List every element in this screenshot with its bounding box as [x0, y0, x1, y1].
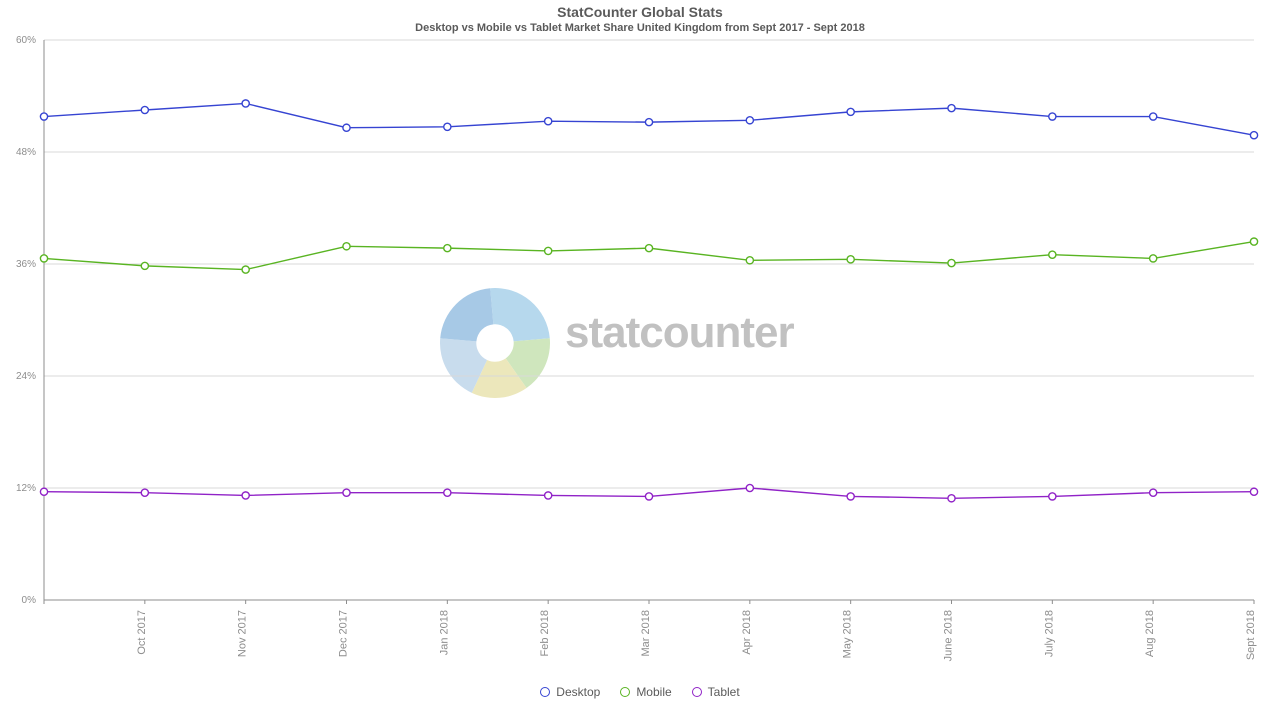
- data-point: [948, 259, 955, 266]
- data-point: [242, 100, 249, 107]
- svg-text:24%: 24%: [16, 371, 36, 382]
- data-point: [1250, 132, 1257, 139]
- chart-subtitle: Desktop vs Mobile vs Tablet Market Share…: [0, 22, 1280, 34]
- svg-text:July 2018: July 2018: [1043, 610, 1055, 657]
- data-point: [343, 243, 350, 250]
- legend-swatch-icon: [692, 687, 702, 697]
- data-point: [242, 266, 249, 273]
- data-point: [1049, 493, 1056, 500]
- data-point: [444, 489, 451, 496]
- line-chart: 0%12%24%36%48%60%Oct 2017Nov 2017Dec 201…: [44, 40, 1254, 600]
- svg-text:Oct 2017: Oct 2017: [136, 610, 148, 655]
- svg-text:Mar 2018: Mar 2018: [640, 610, 652, 656]
- svg-text:Nov 2017: Nov 2017: [237, 610, 249, 657]
- svg-text:May 2018: May 2018: [842, 610, 854, 658]
- svg-text:60%: 60%: [16, 35, 36, 46]
- data-point: [1150, 255, 1157, 262]
- data-point: [40, 113, 47, 120]
- svg-text:Feb 2018: Feb 2018: [539, 610, 551, 656]
- data-point: [645, 245, 652, 252]
- data-point: [545, 118, 552, 125]
- data-point: [1150, 113, 1157, 120]
- data-point: [444, 245, 451, 252]
- data-point: [1049, 251, 1056, 258]
- legend-label: Mobile: [636, 685, 671, 699]
- legend: Desktop Mobile Tablet: [0, 684, 1280, 699]
- svg-text:Aug 2018: Aug 2018: [1144, 610, 1156, 657]
- data-point: [444, 123, 451, 130]
- legend-label: Desktop: [556, 685, 600, 699]
- data-point: [141, 262, 148, 269]
- data-point: [1150, 489, 1157, 496]
- data-point: [746, 117, 753, 124]
- data-point: [847, 256, 854, 263]
- legend-label: Tablet: [708, 685, 740, 699]
- data-point: [847, 108, 854, 115]
- data-point: [645, 493, 652, 500]
- data-point: [847, 493, 854, 500]
- legend-item: Mobile: [620, 684, 671, 699]
- svg-text:0%: 0%: [22, 595, 37, 606]
- chart-title: StatCounter Global Stats: [0, 4, 1280, 20]
- data-point: [40, 255, 47, 262]
- svg-text:June 2018: June 2018: [943, 610, 955, 661]
- data-point: [141, 489, 148, 496]
- svg-text:12%: 12%: [16, 483, 36, 494]
- legend-item: Tablet: [692, 684, 740, 699]
- data-point: [746, 257, 753, 264]
- data-point: [1049, 113, 1056, 120]
- svg-text:48%: 48%: [16, 147, 36, 158]
- svg-text:Apr 2018: Apr 2018: [741, 610, 753, 655]
- data-point: [948, 105, 955, 112]
- legend-item: Desktop: [540, 684, 600, 699]
- data-point: [545, 247, 552, 254]
- svg-text:Sept 2018: Sept 2018: [1245, 610, 1257, 660]
- legend-swatch-icon: [540, 687, 550, 697]
- data-point: [242, 492, 249, 499]
- data-point: [645, 119, 652, 126]
- data-point: [1250, 238, 1257, 245]
- svg-text:Dec 2017: Dec 2017: [338, 610, 350, 657]
- data-point: [141, 106, 148, 113]
- data-point: [1250, 488, 1257, 495]
- data-point: [40, 488, 47, 495]
- data-point: [948, 495, 955, 502]
- svg-text:Jan 2018: Jan 2018: [438, 610, 450, 655]
- data-point: [343, 124, 350, 131]
- data-point: [545, 492, 552, 499]
- data-point: [746, 484, 753, 491]
- legend-swatch-icon: [620, 687, 630, 697]
- data-point: [343, 489, 350, 496]
- svg-text:36%: 36%: [16, 259, 36, 270]
